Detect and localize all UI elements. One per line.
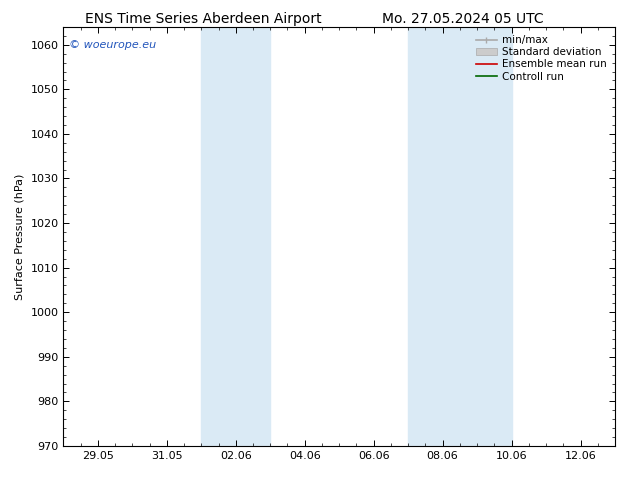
Text: Mo. 27.05.2024 05 UTC: Mo. 27.05.2024 05 UTC <box>382 12 543 26</box>
Text: © woeurope.eu: © woeurope.eu <box>69 40 156 49</box>
Bar <box>408 27 512 446</box>
Bar <box>202 27 270 446</box>
Y-axis label: Surface Pressure (hPa): Surface Pressure (hPa) <box>15 173 25 299</box>
Legend: min/max, Standard deviation, Ensemble mean run, Controll run: min/max, Standard deviation, Ensemble me… <box>473 32 610 85</box>
Text: ENS Time Series Aberdeen Airport: ENS Time Series Aberdeen Airport <box>84 12 321 26</box>
